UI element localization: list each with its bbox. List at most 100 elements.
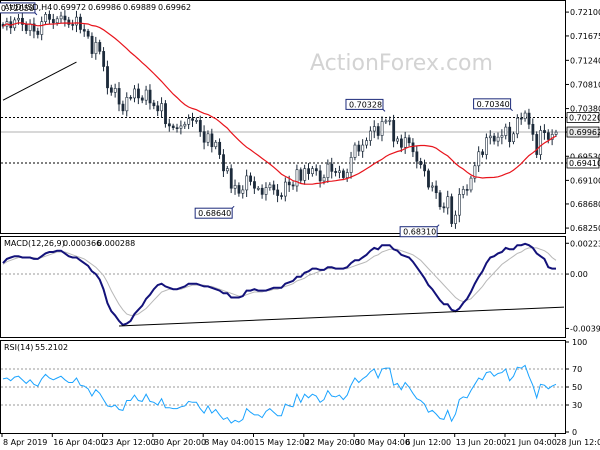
- candle-body: [140, 97, 144, 101]
- time-tick-label: 23 Apr 12:00: [104, 438, 156, 447]
- candle-body: [272, 184, 276, 191]
- time-tick-label: 21 Jun 04:00: [506, 438, 557, 447]
- macd-panel-frame: [0, 236, 566, 338]
- candle-body: [543, 130, 546, 134]
- time-tick-label: 6 Jun 12:00: [405, 438, 451, 447]
- swing-label-text: 0.68640: [198, 209, 231, 218]
- candle-body: [280, 195, 283, 197]
- macd-tick-label: 0.00: [570, 270, 588, 279]
- candle-body: [465, 189, 469, 191]
- candle-body: [144, 89, 148, 101]
- candle-body: [202, 131, 206, 143]
- candle-body: [117, 88, 121, 105]
- macd-tick-label: 0.002237: [570, 239, 600, 248]
- price-tick-label: 0.69530: [570, 152, 600, 161]
- candle-body: [59, 15, 63, 20]
- candle-body: [299, 169, 303, 181]
- rsi-tick-label: 0: [572, 428, 577, 437]
- candle-body: [411, 142, 415, 153]
- candle-body: [523, 112, 527, 119]
- time-tick-label: 28 Jun 12:00: [556, 438, 600, 447]
- candle-body: [253, 181, 256, 189]
- candle-body: [427, 170, 430, 188]
- candle-body: [353, 144, 357, 158]
- price-tag-box: [566, 112, 600, 123]
- candle-body: [63, 15, 67, 21]
- candle-body: [527, 112, 531, 125]
- rsi-tick-label: 50: [572, 383, 582, 392]
- candle-body: [237, 185, 241, 194]
- candle-body: [546, 132, 550, 140]
- candle-body: [376, 126, 380, 136]
- candle-body: [109, 87, 113, 93]
- candle-body: [508, 126, 512, 142]
- price-tick-label: 0.71240: [570, 56, 600, 65]
- candle-body: [307, 168, 311, 174]
- candle-body: [535, 134, 539, 155]
- candle-body: [477, 151, 481, 167]
- candle-body: [450, 196, 454, 224]
- swing-label-leader: [231, 205, 235, 209]
- candle-body: [106, 66, 109, 89]
- price-tick-label: 0.72100: [570, 8, 600, 17]
- candle-body: [32, 23, 36, 32]
- candle-body: [516, 117, 519, 135]
- macd-panel-title: MACD(12,26,9): [4, 239, 65, 248]
- candle-body: [311, 168, 314, 174]
- price-tick-label: 0.68250: [570, 224, 600, 233]
- candle-body: [438, 192, 442, 208]
- candle-body: [249, 175, 252, 182]
- candle-body: [245, 175, 249, 191]
- candle-body: [195, 120, 198, 122]
- candle-body: [419, 161, 423, 165]
- candle-body: [500, 135, 504, 138]
- candle-body: [318, 170, 322, 182]
- candle-body: [469, 177, 473, 191]
- candle-body: [175, 127, 179, 129]
- candle-body: [36, 30, 40, 35]
- candle-body: [187, 118, 191, 125]
- moving-average-line: [2, 22, 557, 185]
- candle-body: [434, 185, 438, 194]
- candle-body: [241, 189, 245, 194]
- candle-body: [326, 163, 330, 178]
- candle-body: [102, 51, 106, 67]
- price-tick-label: 0.68680: [570, 200, 600, 209]
- candle-body: [461, 189, 465, 195]
- time-tick-label: 15 May 12:00: [255, 438, 310, 447]
- candle-body: [365, 140, 369, 146]
- swing-label-box: [345, 98, 384, 110]
- candle-body: [171, 125, 175, 128]
- swing-label-text: 0.72050: [1, 4, 34, 13]
- rsi-tick-label: 30: [572, 401, 582, 410]
- candle-body: [496, 136, 500, 142]
- rsi-panel: 100 70 50 30 0: [1, 338, 587, 437]
- candle-body: [167, 123, 171, 127]
- candle-body: [396, 138, 399, 142]
- watermark: ActionForex.com: [310, 51, 493, 76]
- candle-body: [442, 206, 446, 209]
- candle-body: [256, 187, 260, 190]
- candle-body: [148, 89, 152, 104]
- time-tick-label: 30 May 04:00: [355, 438, 410, 447]
- time-tick-label: 22 May 20:00: [305, 438, 360, 447]
- macd-signal-line: [2, 247, 557, 316]
- candle-body: [67, 19, 71, 25]
- candle-body: [191, 118, 194, 121]
- candle-body: [338, 170, 341, 173]
- candle-body: [303, 168, 307, 181]
- candle-body: [372, 126, 376, 132]
- candle-body: [512, 133, 515, 142]
- candle-body: [492, 135, 496, 142]
- swing-label-box: [194, 207, 233, 219]
- candle-body: [504, 126, 508, 136]
- price-tick-label: 0.70810: [570, 80, 600, 89]
- macd-tick-label: -0.00395: [570, 324, 600, 333]
- ohlc-low: 0.69889: [123, 3, 156, 12]
- candle-body: [179, 125, 183, 129]
- candle-body: [268, 184, 272, 188]
- candle-body: [225, 168, 229, 172]
- ohlc-high: 0.69986: [88, 3, 121, 12]
- candle-body: [287, 181, 291, 186]
